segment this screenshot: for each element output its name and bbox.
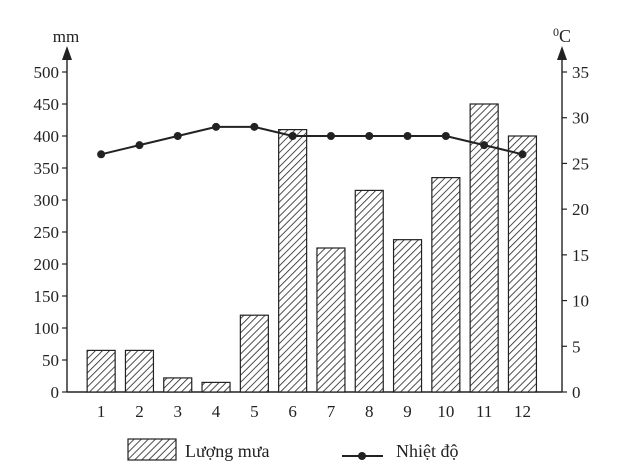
temperature-point — [135, 141, 144, 150]
left-tick-label: 300 — [34, 191, 60, 210]
temperature-point — [326, 132, 335, 140]
right-tick-label: 30 — [572, 109, 589, 128]
left-tick-label: 100 — [34, 319, 60, 338]
left-axis-ticks: 0 50 100 150 200 250 300 350 400 450 500 — [34, 63, 67, 402]
left-axis-arrow — [62, 46, 72, 60]
legend-rainfall-swatch — [127, 438, 177, 461]
temperature-point — [97, 150, 106, 159]
rainfall-bar — [124, 349, 155, 393]
rainfall-bar — [201, 381, 231, 393]
temperature-point — [212, 122, 221, 131]
rainfall-bar — [469, 103, 499, 393]
left-tick-label: 500 — [34, 63, 60, 82]
temperature-point — [173, 132, 182, 140]
temperature-point — [480, 141, 489, 150]
temperature-point — [441, 132, 450, 140]
x-tick-label: 4 — [212, 402, 221, 421]
legend: Lượng mưa Nhiệt độ — [127, 438, 459, 461]
left-tick-label: 200 — [34, 255, 60, 274]
left-tick-label: 50 — [42, 351, 59, 370]
right-tick-label: 5 — [572, 337, 581, 356]
rainfall-bars — [86, 103, 538, 393]
right-tick-label: 20 — [572, 200, 589, 219]
x-tick-label: 2 — [135, 402, 144, 421]
right-axis-label: 0C — [553, 25, 571, 46]
temperature-point — [365, 132, 374, 140]
right-axis-ticks: 0 5 10 15 20 25 30 35 — [562, 63, 589, 402]
right-tick-label: 10 — [572, 292, 589, 311]
rainfall-bar — [354, 189, 384, 393]
temperature-point — [250, 122, 259, 131]
rainfall-bar — [507, 135, 538, 393]
right-axis-arrow — [557, 46, 567, 60]
x-tick-label: 5 — [250, 402, 259, 421]
legend-temperature-marker — [358, 452, 366, 460]
left-tick-label: 150 — [34, 287, 60, 306]
rainfall-bar — [392, 239, 423, 393]
rainfall-bar — [86, 349, 116, 393]
x-tick-label: 8 — [365, 402, 374, 421]
x-axis-ticks: 1 2 3 4 5 6 7 8 9 10 11 12 — [97, 402, 531, 421]
x-tick-label: 9 — [403, 402, 412, 421]
rainfall-bar — [431, 177, 461, 393]
right-axis-label-sup: 0 — [553, 25, 559, 39]
left-tick-label: 450 — [34, 95, 60, 114]
left-axis-label: mm — [53, 27, 79, 46]
right-tick-label: 15 — [572, 246, 589, 265]
legend-rainfall-label: Lượng mưa — [185, 441, 270, 461]
rainfall-bar — [316, 247, 346, 393]
temperature-series — [97, 122, 527, 159]
right-axis-label-main: C — [559, 26, 571, 46]
temperature-point — [403, 132, 412, 140]
right-tick-label: 25 — [572, 154, 589, 173]
right-tick-label: 35 — [572, 63, 589, 82]
x-tick-label: 11 — [476, 402, 492, 421]
x-tick-label: 12 — [514, 402, 531, 421]
rainfall-bar — [239, 314, 269, 393]
left-tick-label: 0 — [51, 383, 60, 402]
x-tick-label: 10 — [437, 402, 454, 421]
right-tick-label: 0 — [572, 383, 581, 402]
temperature-line — [100, 125, 523, 156]
x-tick-label: 3 — [174, 402, 183, 421]
left-tick-label: 400 — [34, 127, 60, 146]
x-tick-label: 7 — [327, 402, 336, 421]
rainfall-bar — [163, 377, 193, 393]
left-tick-label: 250 — [34, 223, 60, 242]
x-tick-label: 1 — [97, 402, 106, 421]
temperature-point — [518, 150, 527, 159]
x-tick-label: 6 — [288, 402, 297, 421]
temperature-point — [288, 132, 297, 140]
rainfall-bar — [278, 129, 308, 393]
legend-temperature-label: Nhiệt độ — [396, 441, 459, 461]
left-tick-label: 350 — [34, 159, 60, 178]
